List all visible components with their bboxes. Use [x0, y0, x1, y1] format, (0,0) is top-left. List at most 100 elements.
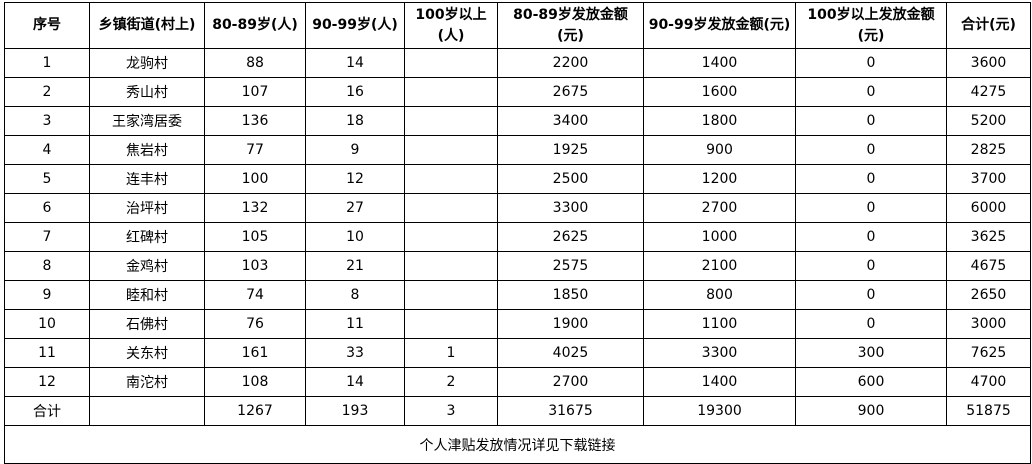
table-cell: 16 — [305, 77, 405, 107]
column-header-5: 100岁以上(人) — [404, 2, 498, 49]
table-cell: 睦和村 — [89, 280, 205, 310]
table-cell: 南沱村 — [89, 367, 205, 397]
table-cell: 2200 — [497, 48, 644, 78]
table-cell: 10 — [4, 309, 90, 339]
table-cell: 3000 — [946, 309, 1031, 339]
table-cell: 12 — [4, 367, 90, 397]
table-cell: 103 — [204, 251, 306, 281]
table-cell: 7625 — [946, 338, 1031, 368]
table-cell: 0 — [795, 135, 947, 165]
table-cell: 600 — [795, 367, 947, 397]
total-cell: 193 — [305, 396, 405, 426]
header-row: 序号 乡镇街道(村上) 80-89岁(人) 90-99岁(人) 100岁以上(人) 80-… — [4, 2, 1031, 49]
table-cell: 0 — [795, 77, 947, 107]
table-cell: 2 — [404, 367, 498, 397]
table-cell: 关东村 — [89, 338, 205, 368]
table-cell: 9 — [305, 135, 405, 165]
table-cell: 0 — [795, 193, 947, 223]
total-cell — [89, 396, 205, 426]
table-cell: 3300 — [497, 193, 644, 223]
table-cell: 3700 — [946, 164, 1031, 194]
table-cell — [404, 77, 498, 107]
table-cell: 2700 — [497, 367, 644, 397]
table-cell: 1400 — [643, 367, 796, 397]
table-cell: 红碑村 — [89, 222, 205, 252]
table-cell: 11 — [305, 309, 405, 339]
subsidy-table: 序号 乡镇街道(村上) 80-89岁(人) 90-99岁(人) 100岁以上(人) 80-… — [4, 2, 1031, 464]
table-cell — [404, 222, 498, 252]
table-cell: 2500 — [497, 164, 644, 194]
table-cell: 1600 — [643, 77, 796, 107]
table-cell: 1200 — [643, 164, 796, 194]
table-cell: 9 — [4, 280, 90, 310]
table-row: 7 红碑村 105 10 2625 1000 0 3625 — [4, 222, 1031, 252]
total-cell: 51875 — [946, 396, 1031, 426]
table-cell: 2100 — [643, 251, 796, 281]
table-row: 4 焦岩村 77 9 1925 900 0 2825 — [4, 135, 1031, 165]
table-cell: 161 — [204, 338, 306, 368]
table-cell: 132 — [204, 193, 306, 223]
table-cell: 14 — [305, 48, 405, 78]
total-cell: 31675 — [497, 396, 644, 426]
table-cell: 3 — [4, 106, 90, 136]
table-cell: 8 — [305, 280, 405, 310]
table-cell: 金鸡村 — [89, 251, 205, 281]
table-cell: 6 — [4, 193, 90, 223]
table-cell: 5200 — [946, 106, 1031, 136]
table-cell: 焦岩村 — [89, 135, 205, 165]
table-cell: 12 — [305, 164, 405, 194]
table-cell: 4275 — [946, 77, 1031, 107]
table-cell: 1 — [4, 48, 90, 78]
table-cell: 4 — [4, 135, 90, 165]
table-cell: 0 — [795, 222, 947, 252]
table-cell: 107 — [204, 77, 306, 107]
table-cell: 王家湾居委 — [89, 106, 205, 136]
table-cell: 1 — [404, 338, 498, 368]
table-row: 12 南沱村 108 14 2 2700 1400 600 4700 — [4, 367, 1031, 397]
footer-note: 个人津贴发放情况详见下载链接 — [4, 425, 1031, 464]
table-cell: 136 — [204, 106, 306, 136]
table-cell: 33 — [305, 338, 405, 368]
table-cell: 108 — [204, 367, 306, 397]
table-cell: 8 — [4, 251, 90, 281]
table-cell: 1100 — [643, 309, 796, 339]
table-cell: 3400 — [497, 106, 644, 136]
table-cell: 1850 — [497, 280, 644, 310]
table-cell: 6000 — [946, 193, 1031, 223]
table-cell: 300 — [795, 338, 947, 368]
table-cell: 2650 — [946, 280, 1031, 310]
table-cell: 连丰村 — [89, 164, 205, 194]
table-cell: 3625 — [946, 222, 1031, 252]
table-cell: 龙驹村 — [89, 48, 205, 78]
table-cell: 2625 — [497, 222, 644, 252]
table-cell: 88 — [204, 48, 306, 78]
table-cell: 石佛村 — [89, 309, 205, 339]
table-cell — [404, 48, 498, 78]
table-cell — [404, 309, 498, 339]
table-cell: 0 — [795, 48, 947, 78]
table-cell: 秀山村 — [89, 77, 205, 107]
table-cell: 105 — [204, 222, 306, 252]
table-cell: 2575 — [497, 251, 644, 281]
table-cell — [404, 193, 498, 223]
table-cell: 1400 — [643, 48, 796, 78]
table-cell: 2825 — [946, 135, 1031, 165]
column-header-4: 90-99岁(人) — [305, 2, 405, 49]
table-cell: 74 — [204, 280, 306, 310]
table-cell: 27 — [305, 193, 405, 223]
table-cell: 治坪村 — [89, 193, 205, 223]
column-header-2: 乡镇街道(村上) — [89, 2, 205, 49]
table-cell: 1800 — [643, 106, 796, 136]
table-row: 8 金鸡村 103 21 2575 2100 0 4675 — [4, 251, 1031, 281]
table-cell — [404, 251, 498, 281]
table-cell: 76 — [204, 309, 306, 339]
total-cell: 19300 — [643, 396, 796, 426]
table-cell — [404, 280, 498, 310]
table-cell: 11 — [4, 338, 90, 368]
table-cell: 800 — [643, 280, 796, 310]
table-cell: 0 — [795, 280, 947, 310]
table-row: 5 连丰村 100 12 2500 1200 0 3700 — [4, 164, 1031, 194]
table-cell: 1900 — [497, 309, 644, 339]
table-cell: 2700 — [643, 193, 796, 223]
table-row: 1 龙驹村 88 14 2200 1400 0 3600 — [4, 48, 1031, 78]
